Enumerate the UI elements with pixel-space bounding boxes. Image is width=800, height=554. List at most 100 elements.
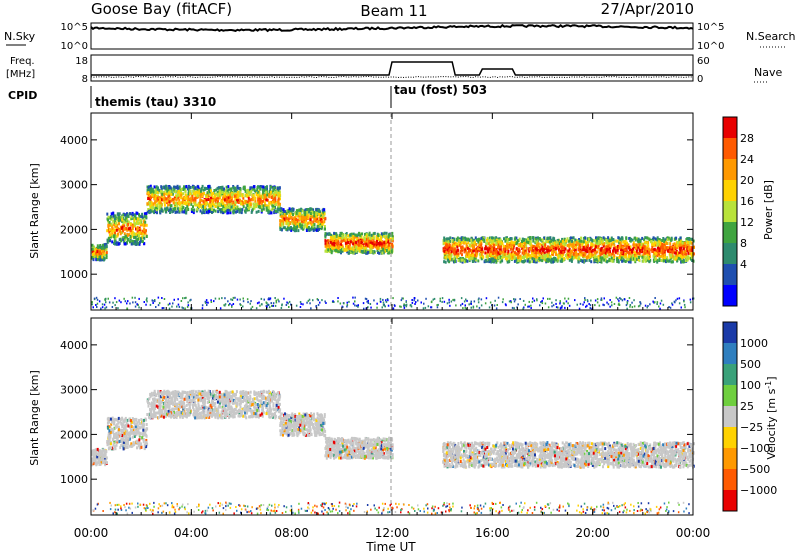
scatter-cell xyxy=(228,200,231,204)
scatter-cell xyxy=(211,199,214,203)
scatter-cell xyxy=(664,250,666,254)
scatter-cell xyxy=(446,248,449,252)
ground-scatter-cell xyxy=(270,302,272,305)
ground-scatter-cell xyxy=(231,304,233,307)
scatter-cell xyxy=(455,243,458,247)
scatter-cell xyxy=(112,219,115,223)
scatter-cell xyxy=(496,253,499,257)
scatter-cell xyxy=(575,256,578,260)
scatter-cell xyxy=(105,254,108,257)
scatter-cell xyxy=(623,240,626,244)
scatter-cell xyxy=(550,246,553,249)
scatter-cell xyxy=(503,253,506,257)
scatter-cell xyxy=(133,214,136,218)
scatter-cell xyxy=(563,242,566,246)
scatter-cell xyxy=(235,189,238,193)
scatter-cell xyxy=(293,221,296,225)
scatter-cell xyxy=(638,243,641,247)
scatter-cell xyxy=(145,223,148,227)
scatter-cell xyxy=(624,260,627,263)
scatter-cell xyxy=(537,242,540,246)
scatter-cell xyxy=(548,255,551,259)
scatter-cell xyxy=(460,241,463,245)
scatter-cell xyxy=(240,211,243,215)
scatter-cell xyxy=(612,241,615,245)
scatter-cell xyxy=(194,190,197,194)
scatter-cell xyxy=(489,253,492,257)
scatter-cell xyxy=(305,226,308,230)
scatter-cell xyxy=(570,258,573,262)
scatter-cell xyxy=(192,205,194,209)
scatter-cell xyxy=(503,237,505,241)
scatter-cell xyxy=(635,254,638,258)
ground-scatter-cell xyxy=(370,306,372,309)
scatter-cell xyxy=(664,256,666,260)
scatter-cell xyxy=(669,242,672,246)
scatter-cell xyxy=(349,240,352,244)
scatter-cell xyxy=(597,242,600,245)
scatter-cell xyxy=(270,208,273,212)
scatter-cell xyxy=(603,258,606,262)
scatter-cell xyxy=(209,196,212,200)
scatter-cell xyxy=(272,186,275,190)
scatter-cell xyxy=(530,246,533,250)
scatter-cell xyxy=(293,224,296,228)
scatter-cell xyxy=(468,253,471,257)
scatter-cell xyxy=(322,214,325,218)
scatter-cell xyxy=(353,236,356,240)
scatter-cell xyxy=(458,239,461,243)
scatter-cell xyxy=(656,249,659,253)
scatter-cell xyxy=(391,237,394,241)
scatter-cell xyxy=(641,255,644,259)
scatter-cell xyxy=(272,192,275,196)
scatter-cell xyxy=(390,248,393,252)
scatter-cell xyxy=(203,192,206,195)
scatter-cell xyxy=(114,242,117,246)
scatter-cell xyxy=(143,214,146,218)
scatter-cell xyxy=(485,238,488,242)
scatter-cell xyxy=(253,189,256,193)
scatter-cell xyxy=(148,191,151,195)
scatter-cell xyxy=(486,254,489,258)
scatter-cell xyxy=(627,260,630,264)
scatter-cell xyxy=(690,254,693,258)
scatter-cell xyxy=(659,245,662,249)
scatter-cell xyxy=(600,260,603,264)
scatter-cell xyxy=(658,254,661,258)
scatter-cell xyxy=(232,206,235,210)
scatter-cell xyxy=(611,259,614,263)
scatter-cell xyxy=(525,246,528,250)
scatter-cell xyxy=(391,243,394,246)
scatter-cell xyxy=(553,250,556,254)
scatter-cell xyxy=(340,246,343,249)
scatter-cell xyxy=(208,202,211,206)
scatter-cell xyxy=(529,247,532,251)
scatter-cell xyxy=(373,240,376,244)
scatter-cell xyxy=(598,247,601,251)
scatter-cell xyxy=(305,215,308,219)
scatter-cell xyxy=(381,245,383,249)
scatter-cell xyxy=(107,223,110,227)
scatter-cell xyxy=(624,255,627,259)
scatter-cell xyxy=(376,249,379,252)
scatter-cell xyxy=(493,239,496,243)
scatter-cell xyxy=(296,209,299,213)
scatter-cell xyxy=(123,227,126,231)
scatter-cell xyxy=(483,238,486,242)
scatter-cell xyxy=(267,208,269,212)
scatter-cell xyxy=(281,222,284,226)
scatter-cell xyxy=(359,233,362,237)
scatter-cell xyxy=(373,243,376,247)
scatter-cell xyxy=(610,256,613,260)
scatter-cell xyxy=(284,214,287,218)
scatter-cell xyxy=(496,249,498,253)
scatter-cell xyxy=(612,249,614,253)
scatter-cell xyxy=(443,238,446,242)
scatter-cell xyxy=(646,241,649,245)
scatter-cell xyxy=(109,229,112,233)
scatter-cell xyxy=(279,226,282,230)
scatter-cell xyxy=(307,225,310,229)
scatter-cell xyxy=(652,251,655,255)
scatter-cell xyxy=(650,248,653,252)
